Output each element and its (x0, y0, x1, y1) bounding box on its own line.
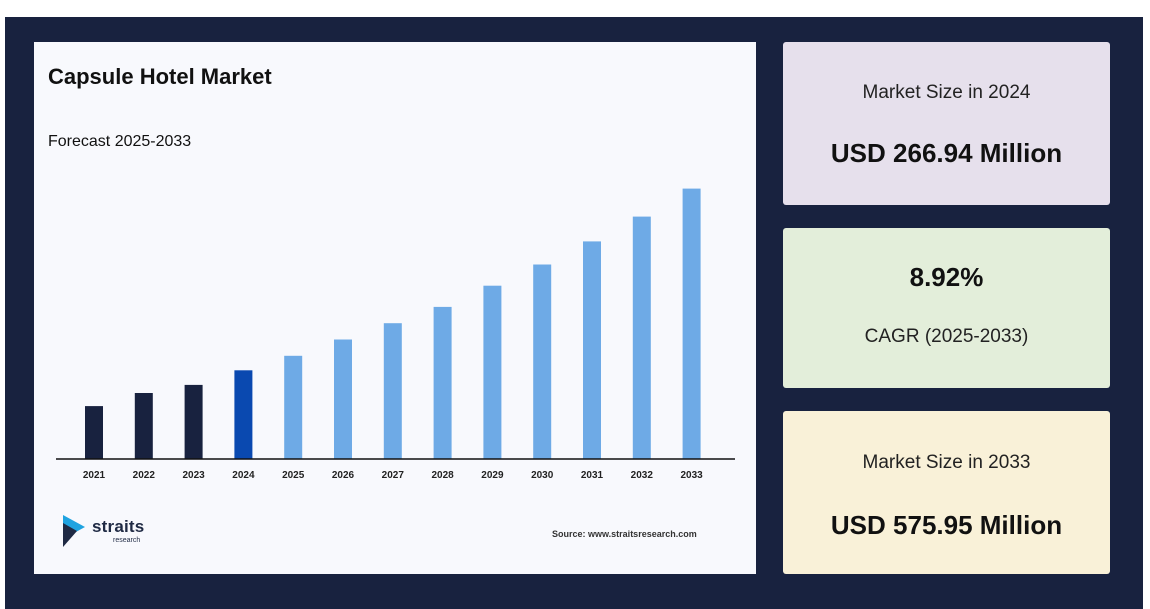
logo-wordmark: straits (92, 517, 145, 536)
bar-2028 (433, 306, 452, 459)
x-tick-label-2033: 2033 (680, 470, 703, 481)
bar-group (85, 188, 701, 459)
market-size-2024-card: Market Size in 2024 USD 266.94 Million (783, 42, 1110, 205)
market-size-2024-label: Market Size in 2024 (862, 82, 1031, 103)
cagr-value: 8.92% (909, 262, 984, 292)
bar-2032 (632, 216, 651, 459)
straits-logo-icon (63, 515, 85, 547)
market-size-2033-value: USD 575.95 Million (830, 510, 1063, 540)
market-size-2033-label: Market Size in 2033 (862, 452, 1031, 473)
x-tick-labels: 2021 2022 2023 2024 2025 2026 2027 2028 2029 2030… (83, 470, 703, 481)
x-tick-label-2028: 2028 (431, 470, 454, 481)
bar-2030 (533, 264, 552, 459)
source-credit: Source: www.straitsresearch.com (552, 529, 697, 539)
x-tick-label-2030: 2030 (531, 470, 554, 481)
x-tick-label-2024: 2024 (232, 470, 255, 481)
bar-2023 (184, 384, 203, 459)
market-size-2033-card: Market Size in 2033 USD 575.95 Million (783, 411, 1110, 574)
bar-2027 (383, 323, 402, 459)
bar-2022 (134, 393, 153, 459)
x-tick-label-2032: 2032 (631, 470, 654, 481)
x-tick-label-2023: 2023 (182, 470, 205, 481)
x-tick-label-2026: 2026 (332, 470, 355, 481)
bar-2026 (334, 339, 352, 459)
bar-2029 (483, 285, 502, 459)
x-tick-label-2031: 2031 (581, 470, 604, 481)
bar-chart: 2021 2022 2023 2024 2025 2026 2027 2028 2029 2030… (56, 188, 735, 481)
straits-logo: straits research (63, 513, 163, 553)
cagr-card: 8.92% CAGR (2025-2033) (783, 228, 1110, 388)
market-size-2024-value: USD 266.94 Million (830, 138, 1063, 168)
bar-2021 (85, 406, 103, 459)
x-tick-label-2022: 2022 (133, 470, 156, 481)
bar-2025 (284, 355, 303, 459)
bar-2031 (583, 241, 601, 459)
chart-panel: Capsule Hotel Market Forecast 2025-2033 … (34, 42, 756, 574)
x-tick-label-2021: 2021 (83, 470, 106, 481)
bar-2024 (234, 370, 253, 459)
x-tick-label-2025: 2025 (282, 470, 305, 481)
x-tick-label-2029: 2029 (481, 470, 504, 481)
logo-subtext: research (113, 537, 141, 544)
bar-2033 (682, 188, 701, 459)
cagr-label: CAGR (2025-2033) (864, 326, 1029, 347)
chart-subtitle: Forecast 2025-2033 (48, 133, 192, 150)
chart-title: Capsule Hotel Market (48, 64, 272, 89)
x-tick-label-2027: 2027 (382, 470, 405, 481)
